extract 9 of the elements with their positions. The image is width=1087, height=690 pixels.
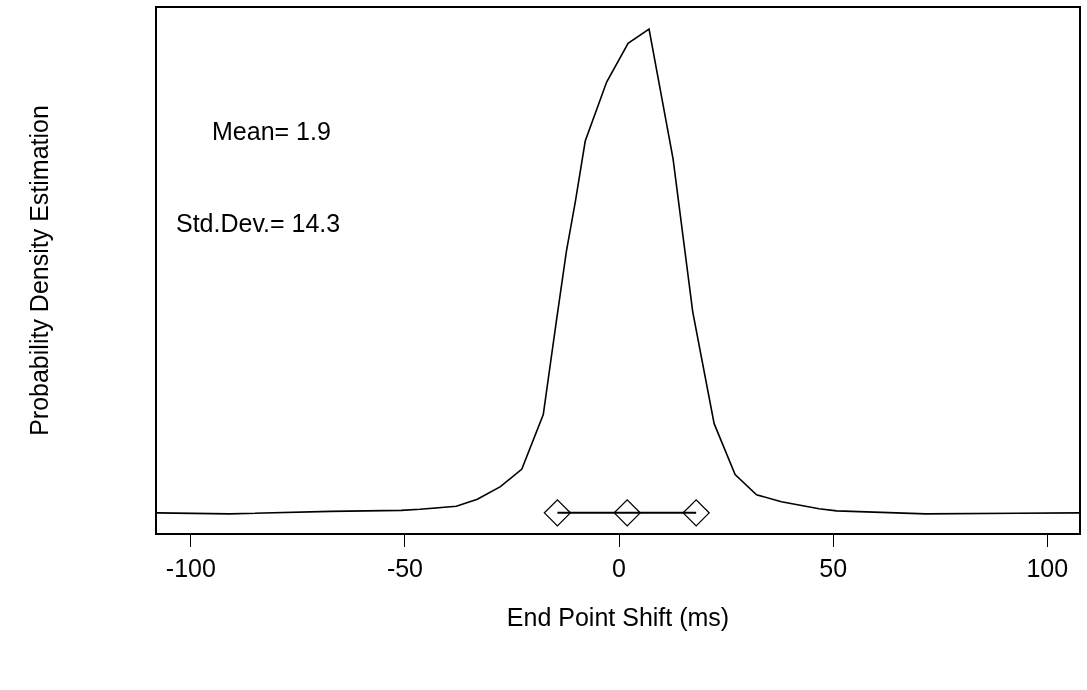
x-axis-title: End Point Shift (ms)	[506, 603, 730, 632]
y-axis-title: Probability Density Estimation	[24, 105, 53, 436]
x-tick-label: -50	[386, 553, 424, 582]
x-tick-label: -100	[165, 553, 216, 582]
x-tick-label: 100	[1026, 553, 1069, 582]
x-tick-label: 0	[612, 553, 627, 582]
annotation: Std.Dev.= 14.3	[176, 209, 341, 237]
x-tick-label: 50	[819, 553, 848, 582]
annotation: Mean= 1.9	[212, 117, 331, 145]
